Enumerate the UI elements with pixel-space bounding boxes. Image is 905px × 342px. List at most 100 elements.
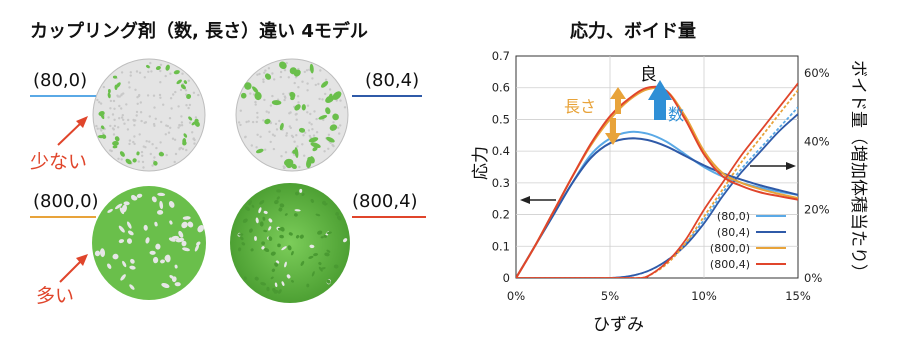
- matrix-dot: [113, 107, 116, 111]
- matrix-dot: [318, 97, 321, 101]
- matrix-dot: [313, 110, 316, 113]
- sphere-particle: [112, 253, 119, 260]
- sphere-particle: [197, 225, 205, 233]
- sphere-particle: [114, 203, 123, 210]
- matrix-dot: [259, 135, 262, 138]
- model-label-800-0: (800,0): [30, 191, 99, 218]
- y-left-tick-label: 0.3: [492, 176, 510, 190]
- sphere-particle: [244, 82, 252, 90]
- matrix-dot: [141, 154, 144, 157]
- sphere-particle: [276, 196, 280, 200]
- sphere-particle: [268, 236, 273, 241]
- sphere-particle: [119, 151, 125, 157]
- matrix-dot: [172, 93, 175, 96]
- sphere-particle: [182, 140, 187, 146]
- matrix-dot: [160, 120, 163, 124]
- matrix-dot: [136, 102, 139, 106]
- sphere-particle: [279, 203, 285, 208]
- sphere-particle: [155, 65, 161, 71]
- sphere-particle: [277, 243, 281, 248]
- sphere-particle: [309, 63, 314, 74]
- sphere-particle: [268, 226, 272, 231]
- matrix-dot: [312, 134, 316, 137]
- matrix-dot: [95, 124, 98, 128]
- sphere-particle: [294, 104, 301, 111]
- sphere-particle: [186, 93, 192, 100]
- sphere-particle: [174, 282, 181, 287]
- matrix-dot: [159, 96, 162, 100]
- matrix-dot: [295, 118, 298, 121]
- matrix-dot: [173, 138, 177, 141]
- svg-text:多い: 多い: [36, 285, 74, 307]
- matrix-dot: [239, 109, 242, 112]
- matrix-dot: [132, 140, 135, 144]
- sphere-particle: [315, 213, 321, 217]
- sphere-particle: [258, 207, 262, 214]
- sphere-particle: [182, 247, 190, 252]
- sphere-particle: [279, 61, 287, 70]
- matrix-dot: [109, 99, 113, 103]
- matrix-dot: [117, 157, 120, 160]
- matrix-dot: [250, 144, 253, 147]
- sphere-particle: [325, 95, 335, 103]
- matrix-dot: [323, 150, 326, 153]
- matrix-dot: [120, 116, 124, 119]
- matrix-dot: [255, 120, 258, 124]
- matrix-dot: [151, 164, 154, 167]
- sphere-particle: [254, 276, 259, 281]
- matrix-dot: [332, 121, 335, 124]
- matrix-dot: [256, 73, 259, 76]
- matrix-dot: [180, 115, 183, 118]
- matrix-dot: [137, 160, 140, 163]
- matrix-dot: [177, 126, 180, 129]
- matrix-dot: [293, 153, 296, 156]
- matrix-dot: [303, 154, 306, 157]
- sphere-particle: [308, 137, 319, 143]
- matrix-dot: [285, 134, 288, 137]
- matrix-dot: [267, 67, 271, 70]
- y-left-tick-label: 0: [503, 271, 510, 285]
- matrix-dot: [324, 92, 327, 96]
- sphere-particle: [299, 188, 303, 193]
- matrix-dot: [306, 82, 309, 85]
- matrix-dot: [109, 124, 112, 128]
- matrix-dot: [135, 110, 139, 114]
- matrix-dot: [288, 125, 291, 128]
- matrix-dot: [120, 158, 123, 161]
- matrix-dot: [121, 114, 125, 117]
- sphere-particle: [329, 124, 338, 131]
- sphere-particle: [248, 200, 252, 206]
- sphere-particle: [171, 276, 177, 283]
- matrix-dot: [133, 124, 136, 127]
- sphere-particle: [286, 274, 291, 279]
- sphere-particle: [291, 251, 294, 256]
- matrix-dot: [262, 80, 265, 84]
- few-annotation: 少ない: [30, 116, 88, 173]
- matrix-dot: [177, 105, 180, 108]
- matrix-dot: [273, 134, 276, 137]
- svg-text:少ない: 少ない: [30, 151, 87, 173]
- matrix-dot: [269, 121, 272, 125]
- matrix-dot: [129, 74, 132, 77]
- matrix-dot: [337, 126, 340, 129]
- sphere-particle: [336, 215, 342, 221]
- y-left-tick-label: 0.1: [492, 239, 510, 253]
- matrix-dot: [171, 137, 175, 140]
- matrix-dot: [295, 112, 298, 116]
- matrix-dot: [280, 155, 283, 158]
- sphere-particle: [173, 70, 180, 75]
- matrix-dot: [149, 61, 152, 65]
- y-left-tick-label: 0.5: [492, 112, 510, 126]
- matrix-dot: [151, 143, 154, 146]
- matrix-dot: [155, 146, 158, 150]
- matrix-dot: [335, 99, 338, 102]
- sphere-particle: [298, 127, 306, 133]
- sphere-particle: [126, 221, 132, 229]
- matrix-dot: [254, 103, 257, 106]
- matrix-dot: [197, 93, 200, 97]
- matrix-dot: [254, 100, 257, 104]
- many-annotation: 多い: [36, 254, 88, 307]
- sphere-particle: [178, 230, 184, 238]
- y-right-tick-label: 20%: [804, 203, 830, 217]
